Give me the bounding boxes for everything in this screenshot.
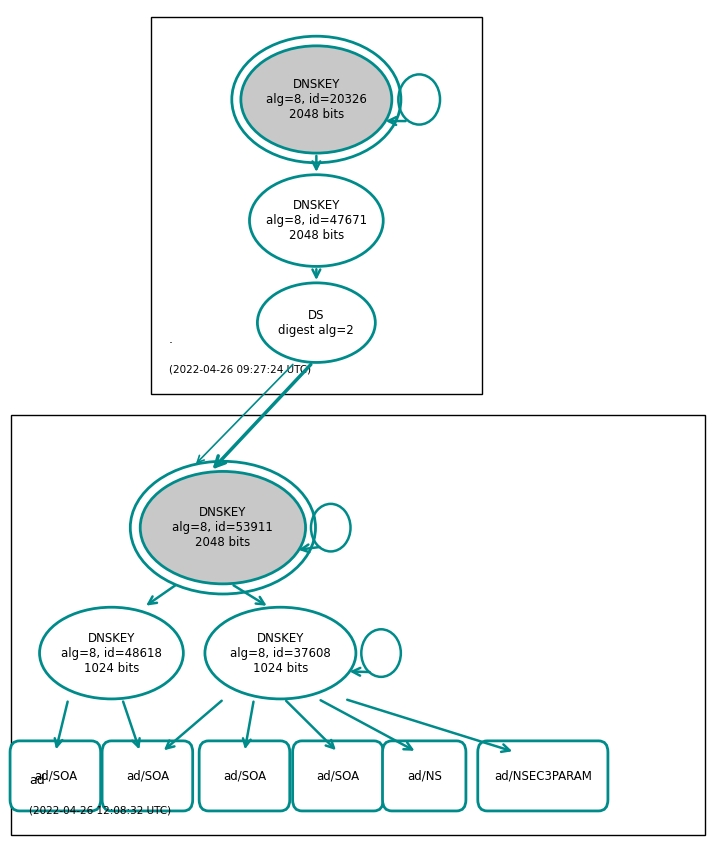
- Text: ad/NSEC3PARAM: ad/NSEC3PARAM: [494, 769, 592, 783]
- FancyBboxPatch shape: [383, 740, 466, 811]
- Ellipse shape: [40, 607, 183, 699]
- FancyBboxPatch shape: [10, 740, 101, 811]
- Ellipse shape: [249, 175, 383, 266]
- FancyBboxPatch shape: [102, 740, 193, 811]
- Text: ad/SOA: ad/SOA: [34, 769, 77, 783]
- Text: ad/SOA: ad/SOA: [316, 769, 360, 783]
- Bar: [151, 17, 482, 394]
- FancyBboxPatch shape: [293, 740, 383, 811]
- Ellipse shape: [140, 471, 306, 584]
- Text: DNSKEY
alg=8, id=53911
2048 bits: DNSKEY alg=8, id=53911 2048 bits: [173, 506, 273, 549]
- Text: ad/SOA: ad/SOA: [223, 769, 266, 783]
- Text: ad/NS: ad/NS: [407, 769, 441, 783]
- Text: ad/SOA: ad/SOA: [126, 769, 169, 783]
- Text: DNSKEY
alg=8, id=48618
1024 bits: DNSKEY alg=8, id=48618 1024 bits: [61, 631, 162, 675]
- Text: DNSKEY
alg=8, id=37608
1024 bits: DNSKEY alg=8, id=37608 1024 bits: [230, 631, 331, 675]
- Text: (2022-04-26 12:08:32 UTC): (2022-04-26 12:08:32 UTC): [29, 805, 171, 816]
- Ellipse shape: [257, 283, 375, 362]
- Text: DNSKEY
alg=8, id=47671
2048 bits: DNSKEY alg=8, id=47671 2048 bits: [266, 199, 367, 242]
- Bar: [11, 415, 705, 835]
- FancyBboxPatch shape: [199, 740, 290, 811]
- Ellipse shape: [205, 607, 356, 699]
- FancyBboxPatch shape: [477, 740, 608, 811]
- Text: .: .: [169, 333, 173, 346]
- Text: DS
digest alg=2: DS digest alg=2: [278, 309, 354, 336]
- Text: DNSKEY
alg=8, id=20326
2048 bits: DNSKEY alg=8, id=20326 2048 bits: [266, 78, 367, 121]
- Text: (2022-04-26 09:27:24 UTC): (2022-04-26 09:27:24 UTC): [169, 364, 311, 375]
- Ellipse shape: [241, 46, 392, 153]
- Text: ad: ad: [29, 774, 45, 787]
